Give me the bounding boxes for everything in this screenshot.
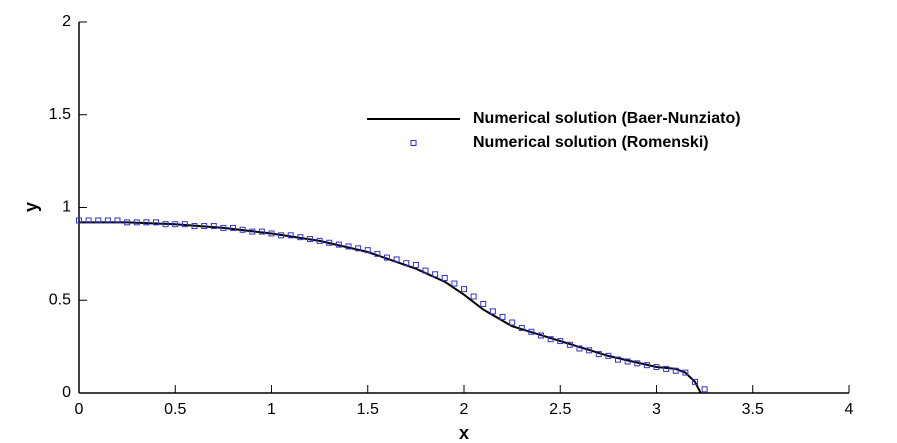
y-tick-label: 0 [62,384,71,401]
marker [191,223,198,230]
marker [287,232,294,239]
marker [307,236,313,243]
marker [326,239,333,246]
marker [441,274,448,281]
legend-label: Numerical solution (Romenski) [473,134,709,151]
marker [384,254,390,261]
marker [403,260,410,267]
y-axis-label: y [21,202,41,212]
marker [364,247,371,254]
marker [76,217,82,224]
marker [692,378,698,385]
marker [470,293,477,300]
x-tick-label: 1.5 [357,401,379,418]
marker [95,217,102,224]
marker [210,223,217,230]
x-tick-label: 3.5 [742,401,764,418]
marker [672,367,679,374]
x-tick-label: 3 [652,401,661,418]
marker [432,271,439,278]
marker [258,228,265,235]
marker [586,347,593,354]
marker [538,332,544,339]
marker [104,217,111,224]
marker [143,219,150,226]
marker [230,224,236,231]
marker [412,262,419,269]
marker [518,325,525,332]
marker [509,319,516,326]
y-tick-label: 1.5 [49,106,71,123]
marker [374,250,381,257]
marker [701,386,708,393]
marker [355,245,362,252]
marker [239,226,246,233]
marker [528,328,535,335]
marker [345,243,352,250]
x-tick-label: 2.5 [549,401,571,418]
marker [480,300,487,307]
marker [249,228,256,235]
marker [461,286,467,293]
marker [114,217,121,224]
x-tick-label: 4 [845,401,854,418]
marker [172,221,179,228]
marker [316,237,323,244]
marker [220,224,227,231]
marker [663,365,670,372]
marker [547,336,554,343]
marker [643,362,650,369]
y-tick-label: 2 [62,13,71,30]
marker [422,267,429,274]
marker [653,364,660,371]
marker [133,219,140,226]
marker [489,308,496,315]
x-tick-label: 0 [75,401,84,418]
marker [624,358,631,365]
marker [181,221,188,228]
legend-label: Numerical solution (Baer-Nunziato) [473,110,741,127]
marker [124,219,131,226]
marker [499,313,506,320]
marker [335,241,342,248]
marker [605,352,612,359]
line [79,221,702,394]
legend-marker [410,140,417,146]
marker [85,217,92,224]
marker [153,219,159,226]
marker [576,345,583,352]
marker [595,351,602,358]
marker [634,360,641,367]
marker [557,338,564,345]
marker [162,221,169,228]
x-tick-label: 2 [460,401,469,418]
marker [451,280,458,287]
x-axis-label: x [459,423,469,443]
marker [566,341,573,348]
marker [278,232,285,239]
y-tick-label: 0.5 [49,291,71,308]
marker [201,223,208,230]
x-tick-label: 0.5 [164,401,186,418]
x-tick-label: 1 [267,401,276,418]
marker [682,369,689,376]
marker [393,256,400,263]
y-tick-label: 1 [62,199,71,216]
marker [268,230,275,237]
marker [297,234,304,241]
marker [615,356,621,363]
